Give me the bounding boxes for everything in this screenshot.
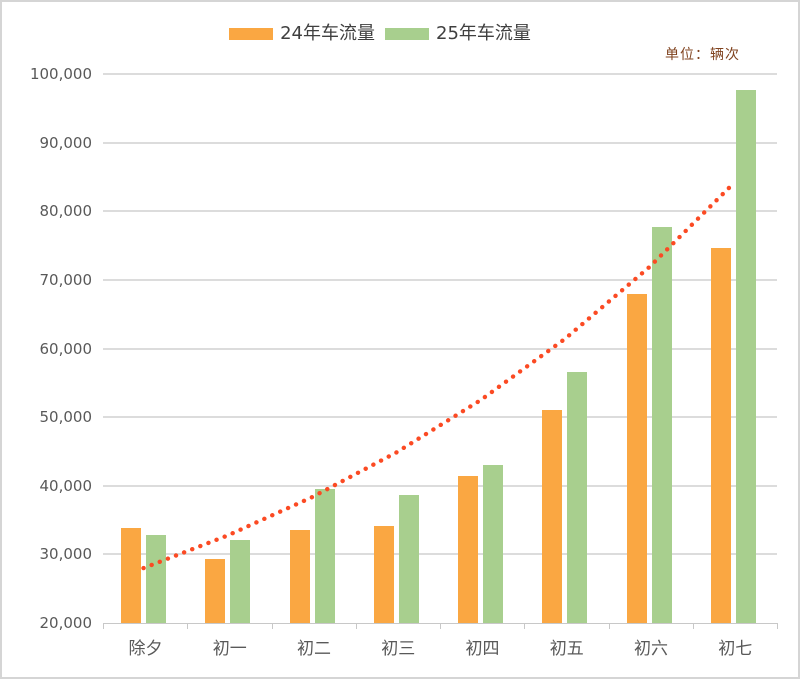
x-axis-tick-mark bbox=[692, 623, 694, 629]
x-axis-tick-mark bbox=[355, 623, 357, 629]
gridline bbox=[103, 416, 777, 419]
gridline bbox=[103, 210, 777, 213]
legend-item-2024: 24年车流量 bbox=[229, 22, 375, 46]
y-tick-label: 50,000 bbox=[39, 408, 93, 427]
gridline bbox=[103, 553, 777, 556]
gridline bbox=[103, 278, 777, 281]
bar-y24-6 bbox=[626, 294, 647, 623]
legend-swatch-2025 bbox=[385, 28, 429, 40]
bar-y25-4 bbox=[483, 465, 503, 623]
bar-y24-4 bbox=[458, 475, 478, 623]
legend-label-2024: 24年车流量 bbox=[280, 23, 375, 44]
bar-y24-0 bbox=[121, 527, 141, 623]
bar-y24-5 bbox=[542, 410, 563, 623]
y-tick-label: 80,000 bbox=[39, 202, 93, 221]
bar-y24-3 bbox=[373, 526, 394, 623]
bar-y25-0 bbox=[146, 534, 166, 623]
bar-y25-1 bbox=[230, 540, 251, 623]
bar-y24-2 bbox=[289, 530, 310, 623]
x-tick-label: 初四 bbox=[465, 639, 500, 659]
y-tick-label: 60,000 bbox=[39, 339, 93, 358]
x-tick-label: 初七 bbox=[718, 639, 753, 659]
bar-y25-6 bbox=[651, 227, 672, 623]
gridline bbox=[103, 141, 777, 144]
bar-y24-1 bbox=[205, 558, 226, 623]
x-axis-tick-mark bbox=[524, 623, 526, 629]
x-axis-tick-mark bbox=[187, 623, 189, 629]
x-axis-tick-mark bbox=[103, 623, 104, 629]
bar-y24-7 bbox=[710, 248, 731, 623]
bar-y25-5 bbox=[567, 371, 588, 623]
gridline bbox=[103, 73, 777, 75]
unit-label: 单位：辆次 bbox=[665, 47, 740, 63]
bar-y25-7 bbox=[735, 89, 756, 623]
x-axis-tick-mark bbox=[608, 623, 610, 629]
legend-item-2025: 25年车流量 bbox=[385, 22, 531, 46]
trendline-layer bbox=[141, 181, 736, 571]
gridline bbox=[103, 347, 777, 350]
y-tick-label: 30,000 bbox=[39, 545, 93, 564]
x-tick-label: 初三 bbox=[381, 639, 416, 659]
bar-y25-3 bbox=[398, 495, 419, 623]
x-tick-label: 除夕 bbox=[128, 639, 163, 659]
x-axis-tick-mark bbox=[440, 623, 441, 629]
y-tick-label: 40,000 bbox=[39, 476, 93, 495]
x-tick-label: 初五 bbox=[549, 639, 584, 659]
x-tick-label: 初一 bbox=[212, 639, 247, 659]
trendline-path bbox=[141, 181, 736, 571]
legend-label-2025: 25年车流量 bbox=[436, 23, 531, 44]
y-tick-label: 100,000 bbox=[29, 65, 92, 83]
y-tick-label: 90,000 bbox=[39, 133, 93, 152]
legend: 24年车流量 25年车流量 bbox=[2, 22, 758, 46]
legend-swatch-2024 bbox=[229, 28, 274, 40]
x-tick-label: 初二 bbox=[297, 639, 331, 659]
gridline bbox=[103, 484, 777, 487]
bar-y25-2 bbox=[314, 489, 335, 623]
x-axis-tick-mark bbox=[271, 623, 273, 629]
y-tick-label: 70,000 bbox=[39, 270, 93, 289]
x-tick-label: 初六 bbox=[634, 639, 668, 659]
plot-area bbox=[103, 73, 777, 624]
y-tick-label: 20,000 bbox=[39, 614, 93, 632]
x-axis-tick-mark bbox=[777, 623, 778, 629]
